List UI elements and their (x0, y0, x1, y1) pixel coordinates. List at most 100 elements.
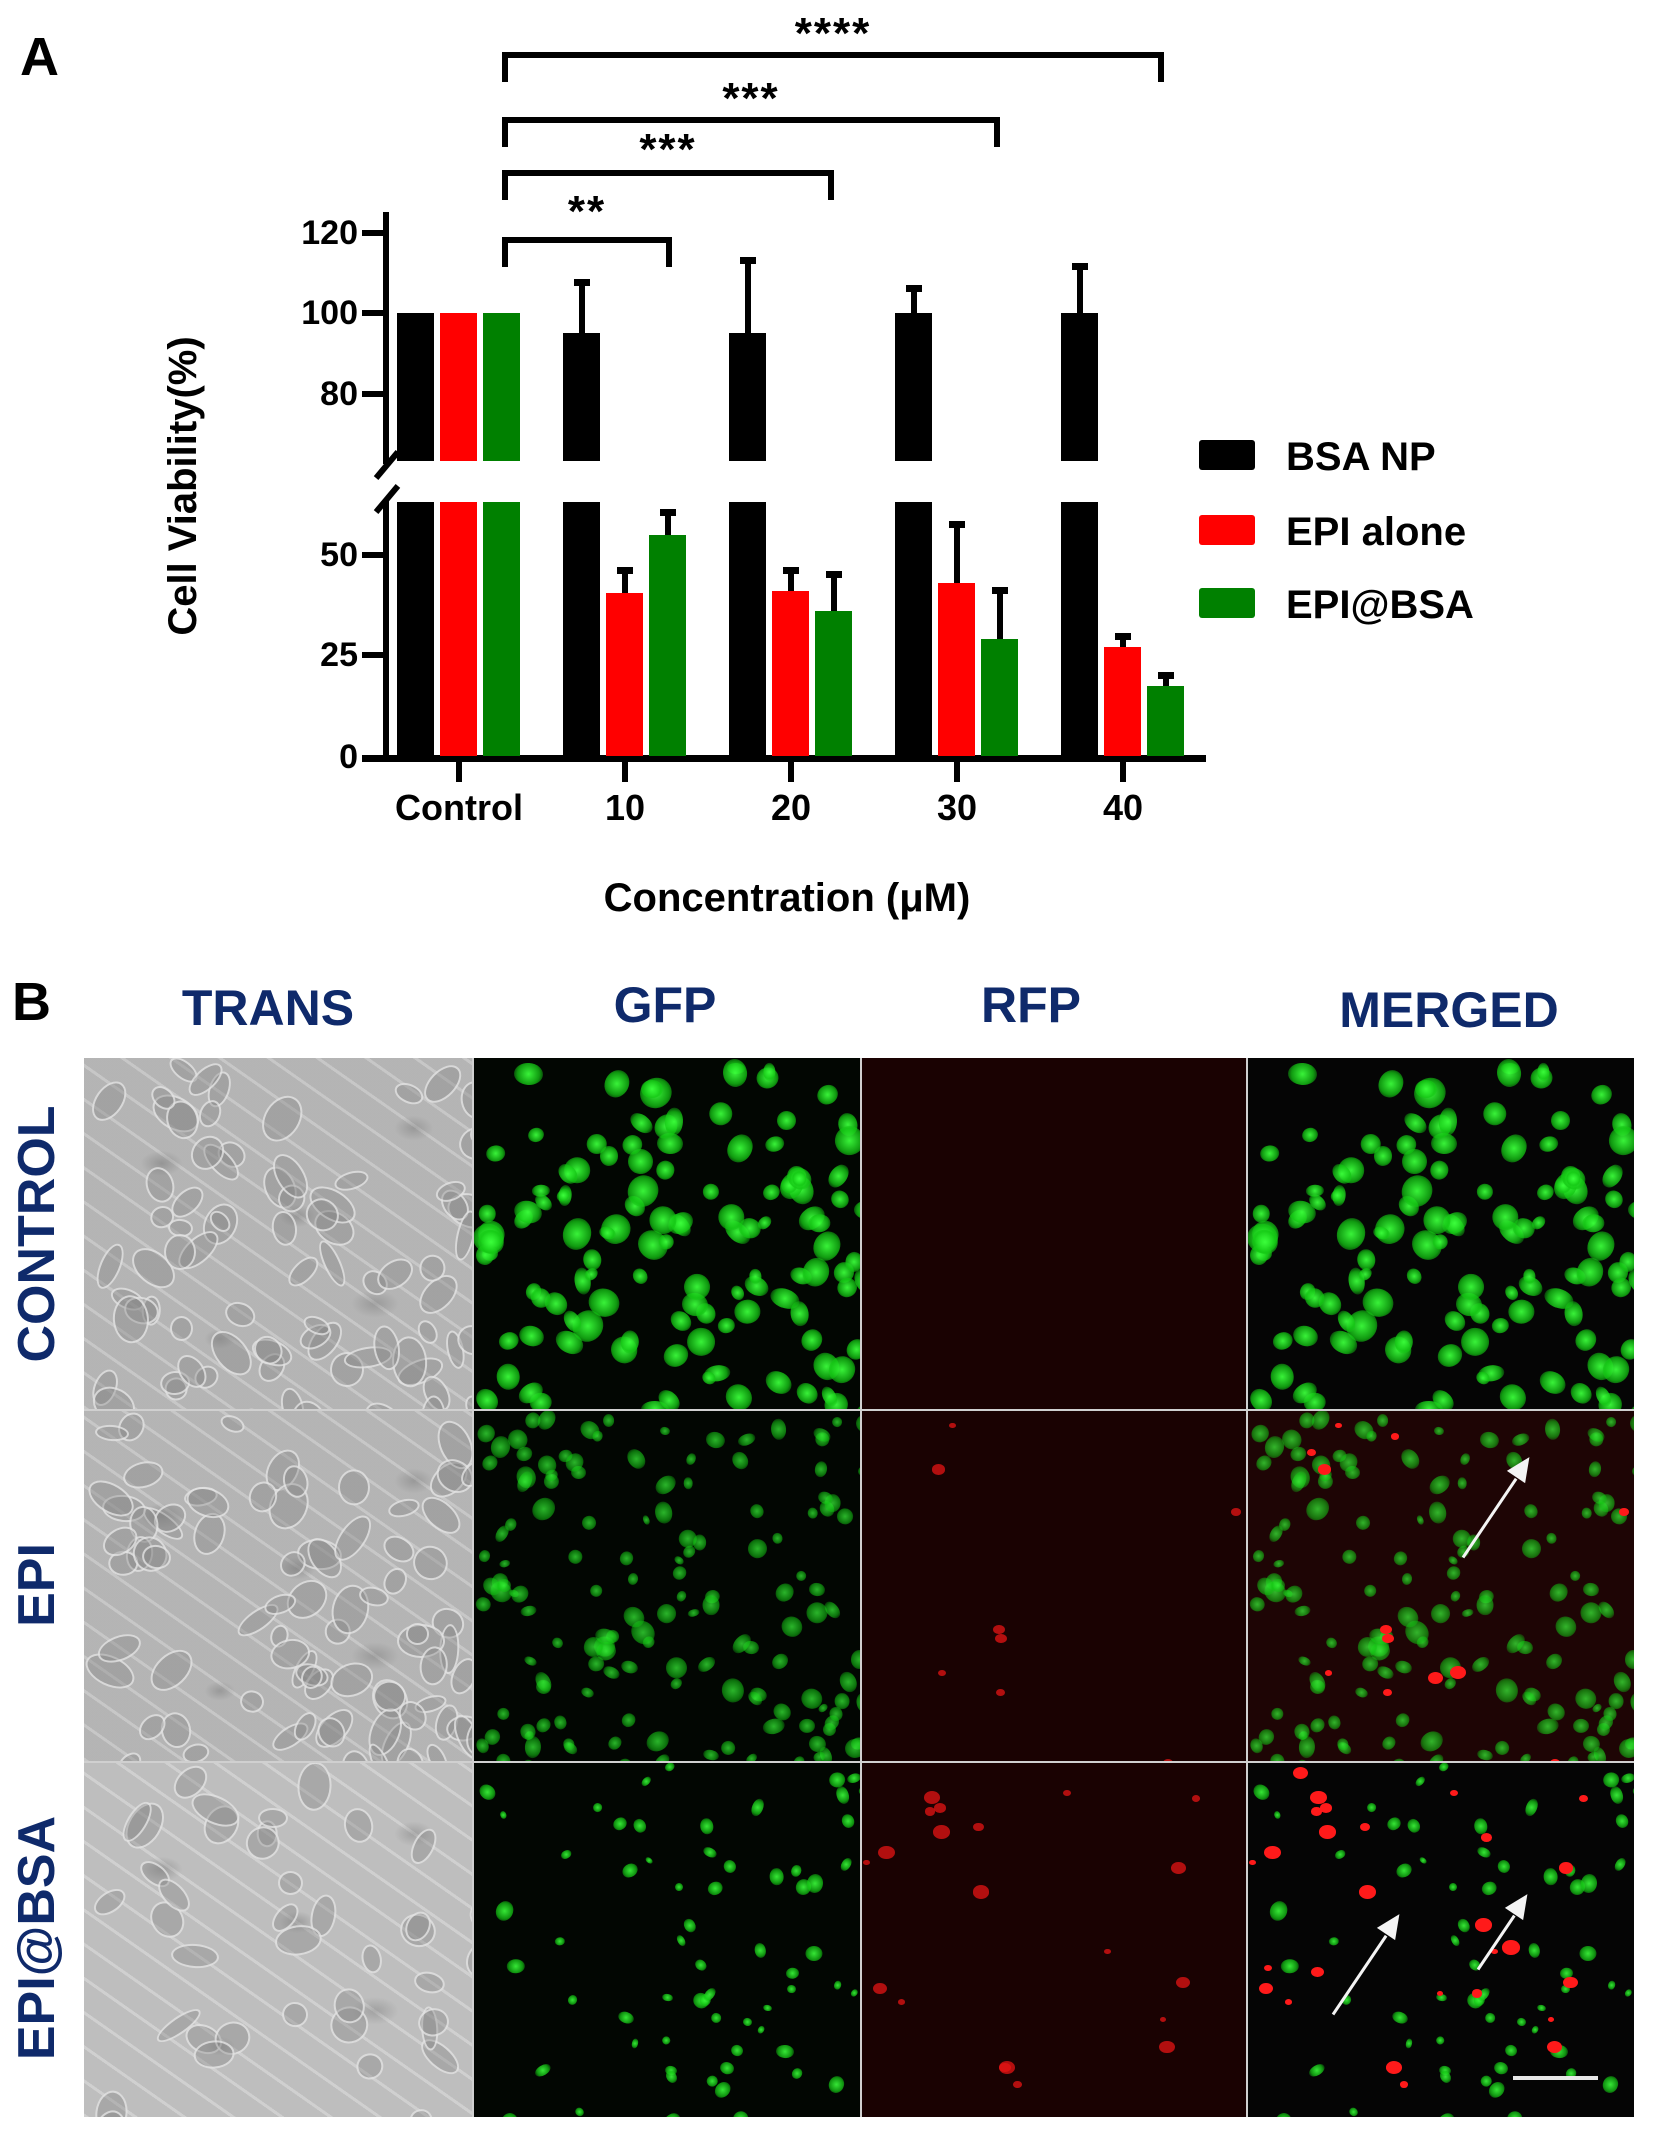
rfp-cell (1391, 1433, 1400, 1440)
gfp-cell (1492, 1738, 1512, 1758)
cell-outline (279, 1999, 311, 2030)
gfp-cell (1523, 1797, 1540, 1818)
gfp-cell (762, 2004, 773, 2013)
bar-epi-alone-control-lower (440, 502, 477, 756)
gfp-cell (1298, 1735, 1316, 1759)
gfp-cell (1475, 1183, 1494, 1202)
gfp-cell (786, 1984, 797, 1995)
gfp-cell (661, 1653, 692, 1683)
rfp-cell (1324, 1669, 1333, 1676)
gfp-cell (1434, 2035, 1446, 2047)
y-axis-upper (383, 212, 389, 464)
gfp-cell (1545, 1531, 1558, 1545)
gfp-cell (1477, 1429, 1501, 1450)
gfp-cell (1272, 1809, 1282, 1820)
cell-outline (327, 1509, 379, 1567)
rfp-cell (1449, 1665, 1466, 1679)
gfp-cell (702, 1594, 721, 1616)
gfp-cell (699, 1817, 715, 1835)
y-tick-label-100: 100 (301, 294, 358, 332)
gfp-cell (1392, 1710, 1412, 1731)
gfp-cell (1426, 1752, 1446, 1761)
gfp-cell (512, 1062, 544, 1087)
bar-epi-bsa-40-error-cap (1157, 671, 1174, 679)
cell-outline (415, 2004, 453, 2041)
gfp-cell (832, 1979, 843, 1991)
significance-stars-control-10: ** (567, 187, 607, 236)
gfp-cell (670, 1563, 690, 1583)
bar-bsa-np-control-lower (397, 502, 434, 756)
bar-epi-alone-20-error-bar (787, 567, 794, 592)
gfp-cell (1565, 1753, 1581, 1761)
gfp-cell (775, 2044, 795, 2059)
gfp-cell (1522, 1501, 1541, 1521)
rfp-cell (1382, 1633, 1394, 1643)
gfp-cell (495, 1362, 521, 1391)
gfp-cell (792, 1378, 822, 1408)
gfp-cell (1608, 1784, 1626, 1806)
gfp-cell (662, 2110, 684, 2117)
gfp-cell (1530, 2025, 1541, 2036)
gfp-cell (605, 1734, 624, 1753)
bar-bsa-np-10-error-bar (578, 278, 585, 334)
cell-outline (313, 1237, 351, 1291)
rfp-cell (1335, 1422, 1343, 1429)
gfp-cell (693, 1957, 709, 1973)
legend-label-bsa-np: BSA NP (1286, 435, 1436, 479)
gfp-cell (1624, 1649, 1634, 1669)
microscopy-image-grid (84, 1058, 1634, 2117)
x-tick (456, 760, 462, 782)
gfp-cell (1491, 1316, 1511, 1335)
rfp-cell (948, 1422, 956, 1429)
gfp-cell (601, 1663, 622, 1681)
gfp-cell (1551, 1612, 1581, 1642)
gfp-cell (1613, 1812, 1631, 1831)
gfp-cell (642, 1727, 673, 1756)
gfp-cell (1428, 1600, 1454, 1627)
gfp-cell (550, 1635, 566, 1651)
bar-bsa-np-40-error-bar (1076, 262, 1083, 313)
gfp-cell (1608, 1693, 1624, 1711)
gfp-cell (1301, 1492, 1334, 1525)
rfp-cell (1160, 2016, 1167, 2022)
micrograph-epi-gfp (474, 1411, 860, 1761)
rfp-cell (1318, 1464, 1332, 1475)
gfp-cell (1484, 2012, 1496, 2024)
rfp-cell (1292, 1766, 1309, 1779)
micrograph-epi-trans (84, 1411, 472, 1761)
gfp-cell (1269, 1362, 1295, 1391)
cell-viability-bar-chart: Cell Viability(%) 120 100 80 50 25 0 Con… (0, 0, 1655, 940)
gfp-cell (590, 1801, 604, 1815)
x-axis-title: Concentration (μM) (603, 876, 971, 920)
x-tick (788, 760, 794, 782)
micrograph-epi-bsa-rfp (862, 1763, 1246, 2117)
rfp-cell (1475, 1918, 1492, 1932)
gfp-cell (748, 1501, 767, 1521)
gfp-cell (496, 1707, 511, 1722)
column-header-rfp: RFP (981, 977, 1081, 1033)
cell-outline (405, 1824, 442, 1868)
rfp-cell (1490, 1948, 1498, 1955)
gfp-cell (1580, 1506, 1593, 1520)
gfp-cell (856, 1402, 860, 1409)
gfp-cell (824, 1161, 853, 1192)
x-axis (362, 755, 1206, 762)
gfp-cell (1418, 1856, 1429, 1866)
gfp-cell (1536, 2004, 1547, 2013)
gfp-cell (742, 2017, 754, 2028)
gfp-cell (701, 1183, 720, 1202)
significance-bracket-control-40 (502, 52, 1164, 82)
gfp-cell (559, 1847, 573, 1861)
gfp-cell (1270, 1707, 1285, 1722)
gfp-cell (837, 1668, 860, 1695)
bar-bsa-np-20-error-bar (744, 256, 751, 334)
gfp-cell (1415, 1514, 1425, 1527)
gfp-cell (827, 1186, 853, 1212)
gfp-cell (762, 1134, 786, 1155)
cell-outline (421, 1740, 452, 1761)
gfp-cell (1356, 1248, 1377, 1272)
cell-outline (119, 1456, 167, 1493)
rfp-cell (1471, 1989, 1483, 1998)
bar-epi-bsa-30-error-bar (996, 587, 1003, 640)
cell-outline (455, 1123, 472, 1165)
